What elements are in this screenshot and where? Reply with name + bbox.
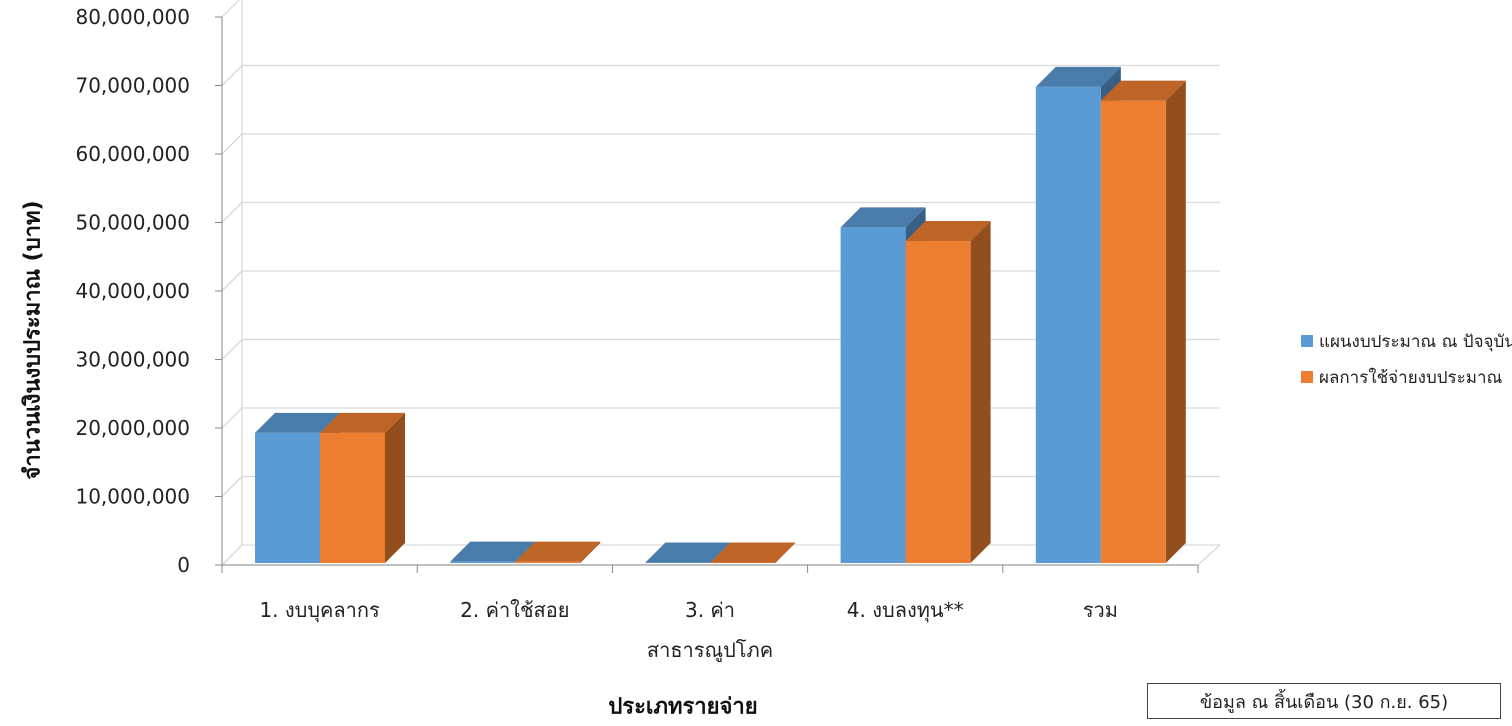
- bar-plan-top: [1035, 66, 1121, 87]
- bar-plan: [1035, 86, 1101, 564]
- bar-actual-side: [970, 221, 991, 564]
- legend: แผนงบประมาณ ณ ปัจจุบัน* ผลการใช้จ่ายงบปร…: [1301, 330, 1512, 402]
- bar-actual-side: [385, 412, 405, 563]
- x-tick-label: 4. งบลงทุน**: [847, 598, 964, 623]
- bar-plan-top: [255, 412, 340, 433]
- x-tick-label: รวม: [1083, 598, 1118, 622]
- y-tick-label: 80,000,000: [75, 5, 190, 29]
- bar-actual-side: [580, 541, 601, 563]
- gridline-side: [221, 339, 243, 360]
- bar-actual: [905, 241, 971, 564]
- x-tick-label: 3. ค่า: [685, 598, 735, 622]
- bar-actual-top: [320, 412, 405, 433]
- y-tick-label: 20,000,000: [75, 416, 190, 440]
- y-tick-label: 70,000,000: [75, 74, 190, 98]
- data-date-note: ข้อมูล ณ สิ้นเดือน (30 ก.ย. 65): [1147, 683, 1501, 719]
- bar-plan: [645, 562, 711, 563]
- legend-item-actual: ผลการใช้จ่ายงบประมาณ: [1301, 366, 1512, 388]
- y-tick-label: 0: [177, 553, 190, 577]
- gridline-side: [221, 65, 243, 86]
- y-tick-label: 30,000,000: [75, 348, 190, 372]
- bar-actual: [710, 562, 776, 563]
- y-tick-label: 40,000,000: [75, 279, 190, 303]
- bar-plan: [255, 432, 320, 563]
- x-tick-label: สาธารณูปโภค: [647, 638, 773, 663]
- bar-plan: [450, 561, 516, 563]
- gridline-side: [221, 544, 243, 566]
- legend-swatch-plan: [1301, 335, 1313, 347]
- gridline-side: [221, 270, 243, 292]
- bar-plan-top: [840, 207, 926, 228]
- bar-plan: [840, 227, 906, 563]
- floor-edge: [1197, 544, 1221, 566]
- y-tick-label: 50,000,000: [75, 211, 190, 235]
- bar-actual-top: [710, 542, 796, 563]
- bar-actual: [515, 561, 581, 563]
- bar-actual: [1100, 100, 1166, 563]
- bar-actual-top: [515, 541, 601, 562]
- gridline-side: [221, 0, 240, 18]
- legend-label-actual: ผลการใช้จ่ายงบประมาณ: [1319, 367, 1503, 388]
- gridline-side: [221, 476, 243, 497]
- bar-actual: [320, 432, 385, 563]
- gridline-side: [221, 202, 243, 223]
- bar-actual-side: [1165, 80, 1186, 563]
- legend-item-plan: แผนงบประมาณ ณ ปัจจุบัน*: [1301, 330, 1512, 352]
- gridline-side: [221, 133, 243, 155]
- bar-actual-top: [905, 221, 991, 242]
- y-tick-label: 60,000,000: [75, 142, 190, 166]
- y-tick-label: 10,000,000: [75, 485, 190, 509]
- gridline-side: [221, 407, 243, 429]
- bar-plan-top: [645, 542, 731, 563]
- bar-actual-top: [1100, 80, 1186, 101]
- x-tick-label: 2. ค่าใช้สอย: [460, 598, 569, 622]
- y-axis-title: จำนวนเงินงบประมาณ (บาท): [20, 200, 46, 480]
- bar-plan-top: [450, 541, 536, 562]
- bar-actual-side: [775, 542, 796, 563]
- x-tick-label: 1. งบบุคลากร: [259, 598, 380, 623]
- legend-swatch-actual: [1301, 371, 1313, 383]
- legend-label-plan: แผนงบประมาณ ณ ปัจจุบัน*: [1319, 331, 1512, 352]
- x-axis-title: ประเภทรายจ่าย: [608, 694, 758, 720]
